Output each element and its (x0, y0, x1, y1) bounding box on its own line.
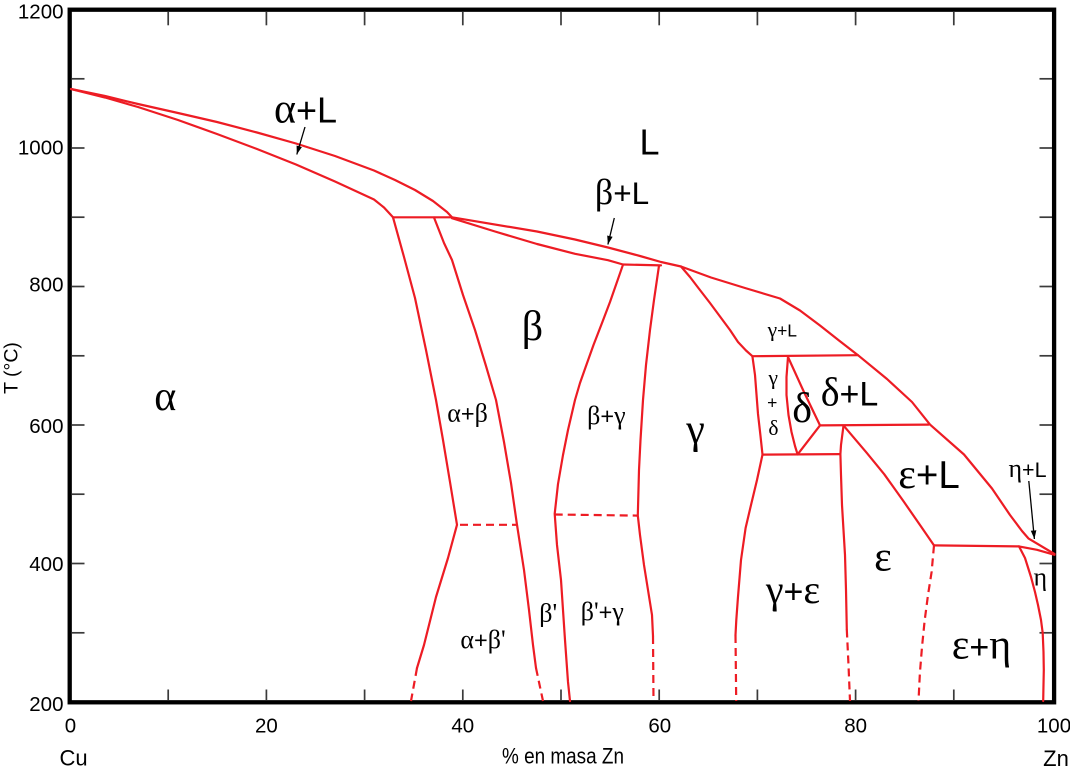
svg-text:α+β: α+β (447, 399, 488, 428)
svg-text:α+β': α+β' (460, 625, 505, 654)
svg-text:ε: ε (874, 535, 892, 581)
svg-text:60: 60 (648, 714, 671, 737)
svg-text:200: 200 (29, 693, 63, 716)
svg-text:β+L: β+L (595, 172, 649, 212)
svg-text:γ+ε: γ+ε (765, 567, 820, 612)
svg-text:α+L: α+L (274, 86, 337, 132)
svg-text:0: 0 (65, 714, 76, 737)
svg-text:γ+L: γ+L (767, 318, 798, 342)
svg-text:η+L: η+L (1008, 454, 1046, 483)
svg-text:40: 40 (451, 714, 474, 737)
svg-text:β: β (522, 304, 543, 350)
svg-text:Zn: Zn (1043, 746, 1069, 770)
svg-text:α: α (154, 374, 176, 420)
svg-text:600: 600 (29, 415, 63, 438)
svg-text:η: η (1033, 563, 1047, 592)
svg-text:1000: 1000 (18, 137, 64, 160)
svg-text:γ: γ (685, 407, 705, 453)
svg-text:20: 20 (255, 714, 278, 737)
svg-text:δ: δ (792, 386, 812, 432)
svg-text:80: 80 (844, 714, 867, 737)
svg-text:δ+L: δ+L (821, 370, 879, 415)
svg-text:γ: γ (767, 366, 778, 390)
svg-text:δ: δ (768, 416, 778, 440)
svg-text:+: + (767, 393, 777, 413)
svg-text:% en masa Zn: % en masa Zn (502, 744, 624, 769)
svg-text:T (°C): T (°C) (1, 342, 23, 394)
svg-text:400: 400 (29, 553, 63, 576)
svg-text:Cu: Cu (59, 746, 87, 770)
svg-text:1200: 1200 (18, 0, 64, 23)
svg-text:β': β' (539, 598, 557, 627)
svg-text:800: 800 (29, 274, 63, 297)
svg-text:100: 100 (1037, 714, 1070, 737)
svg-text:L: L (639, 121, 659, 162)
svg-text:β'+γ: β'+γ (581, 597, 624, 626)
svg-text:β+γ: β+γ (587, 401, 625, 430)
svg-text:ε+L: ε+L (898, 452, 960, 498)
svg-text:ε+η: ε+η (952, 623, 1011, 669)
